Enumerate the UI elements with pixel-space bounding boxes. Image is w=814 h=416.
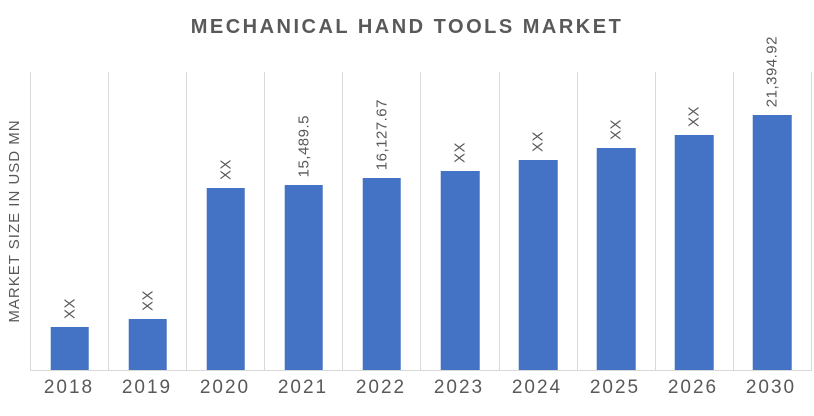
y-axis-label: MARKET SIZE IN USD MN: [6, 119, 23, 323]
data-label-2024: XX: [529, 131, 547, 153]
data-label-2030: 21,394.92: [763, 35, 781, 107]
bar-2023: [440, 170, 480, 370]
data-label-2018: XX: [61, 298, 79, 320]
bar-2020: [206, 187, 246, 370]
x-tick-label-2030: 2030: [745, 377, 797, 398]
x-tick-label-2019: 2019: [121, 377, 173, 398]
category-slot-2019: XX: [109, 72, 188, 370]
x-tick-label-2018: 2018: [43, 377, 95, 398]
bar-2019: [128, 318, 167, 370]
data-label-2020: XX: [217, 158, 235, 180]
category-slot-2024: XX: [500, 72, 578, 370]
bar-2030: [753, 114, 792, 370]
chart-title: MECHANICAL HAND TOOLS MARKET: [190, 16, 624, 38]
plot-area: XX XX XX 15,489.5 16,127.67 XX XX XX XX 21,394.92: [30, 36, 812, 371]
bar-2026: [675, 135, 714, 370]
category-slot-2021: 15,489.5: [265, 72, 344, 370]
bar-2025: [596, 148, 636, 370]
category-slot-2018: XX: [31, 72, 110, 370]
x-axis-labels: 2018 2019 2020 2021 2022 2023 2024 2025 2026 2030: [30, 377, 810, 399]
x-tick-label-2020: 2020: [199, 377, 251, 398]
bar-2024: [518, 160, 558, 370]
data-label-2021: 15,489.5: [295, 114, 313, 178]
x-tick-label-2024: 2024: [511, 377, 563, 398]
category-slot-2020: XX: [187, 72, 266, 370]
category-slot-2025: XX: [578, 72, 656, 370]
x-tick-label-2022: 2022: [355, 377, 407, 398]
x-tick-label-2023: 2023: [433, 377, 485, 398]
category-slot-2026: XX: [656, 72, 734, 370]
bar-2018: [50, 327, 89, 370]
data-label-2026: XX: [685, 106, 703, 128]
x-tick-label-2021: 2021: [277, 377, 329, 398]
category-slot-2030: 21,394.92: [734, 36, 811, 370]
data-label-2022: 16,127.67: [373, 98, 391, 170]
x-tick-label-2026: 2026: [667, 377, 719, 398]
category-slot-2023: XX: [421, 72, 500, 370]
data-label-2025: XX: [607, 119, 625, 141]
bar-2022: [362, 177, 402, 370]
data-label-2019: XX: [139, 289, 157, 311]
data-label-2023: XX: [451, 141, 469, 163]
x-tick-label-2025: 2025: [589, 377, 641, 398]
bar-2021: [284, 185, 324, 370]
category-slot-2022: 16,127.67: [343, 72, 422, 370]
